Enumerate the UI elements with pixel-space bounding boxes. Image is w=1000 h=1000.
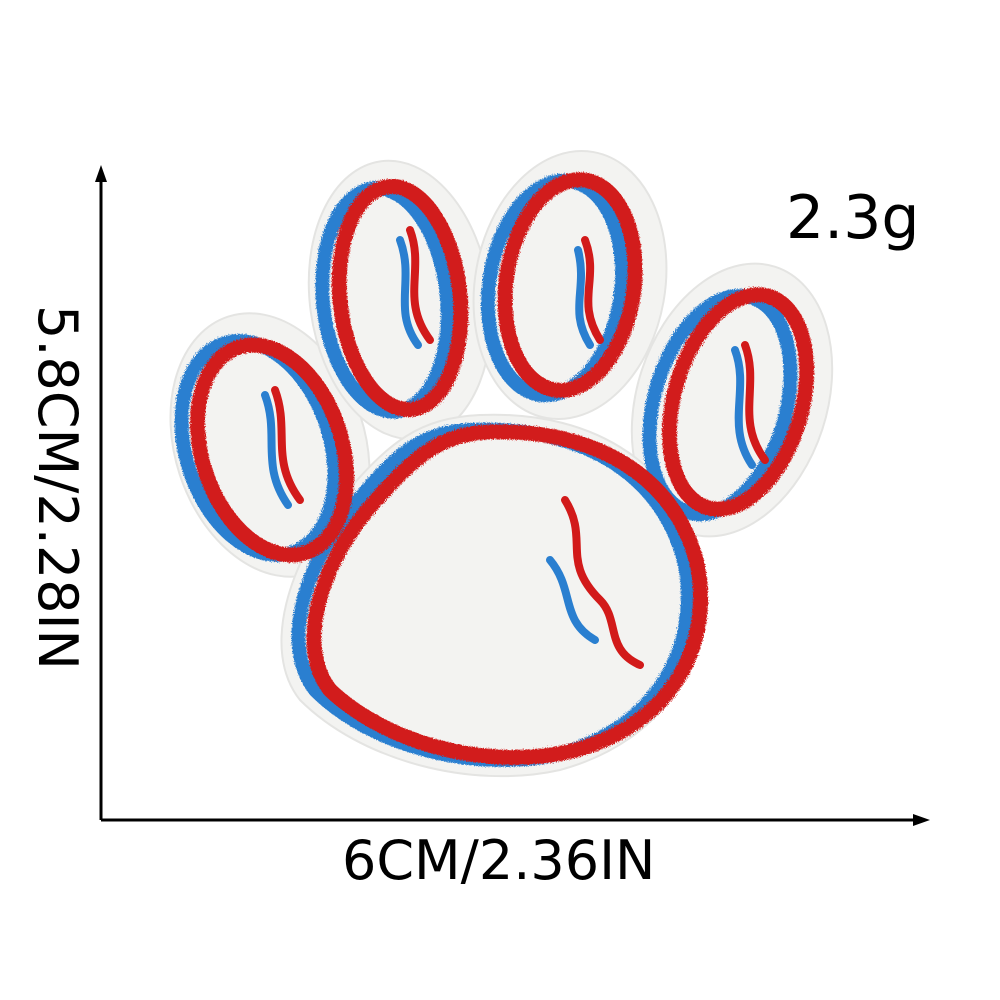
width-label: 6CM/2.36IN: [342, 829, 656, 892]
right-arrow-icon: [913, 814, 930, 826]
paw-red-outline: [190, 172, 815, 765]
up-arrow-icon: [95, 165, 107, 182]
weight-label: 2.3g: [786, 183, 920, 253]
height-label: 5.8CM/2.28IN: [26, 305, 89, 670]
paw-inner-flames: [261, 226, 769, 669]
